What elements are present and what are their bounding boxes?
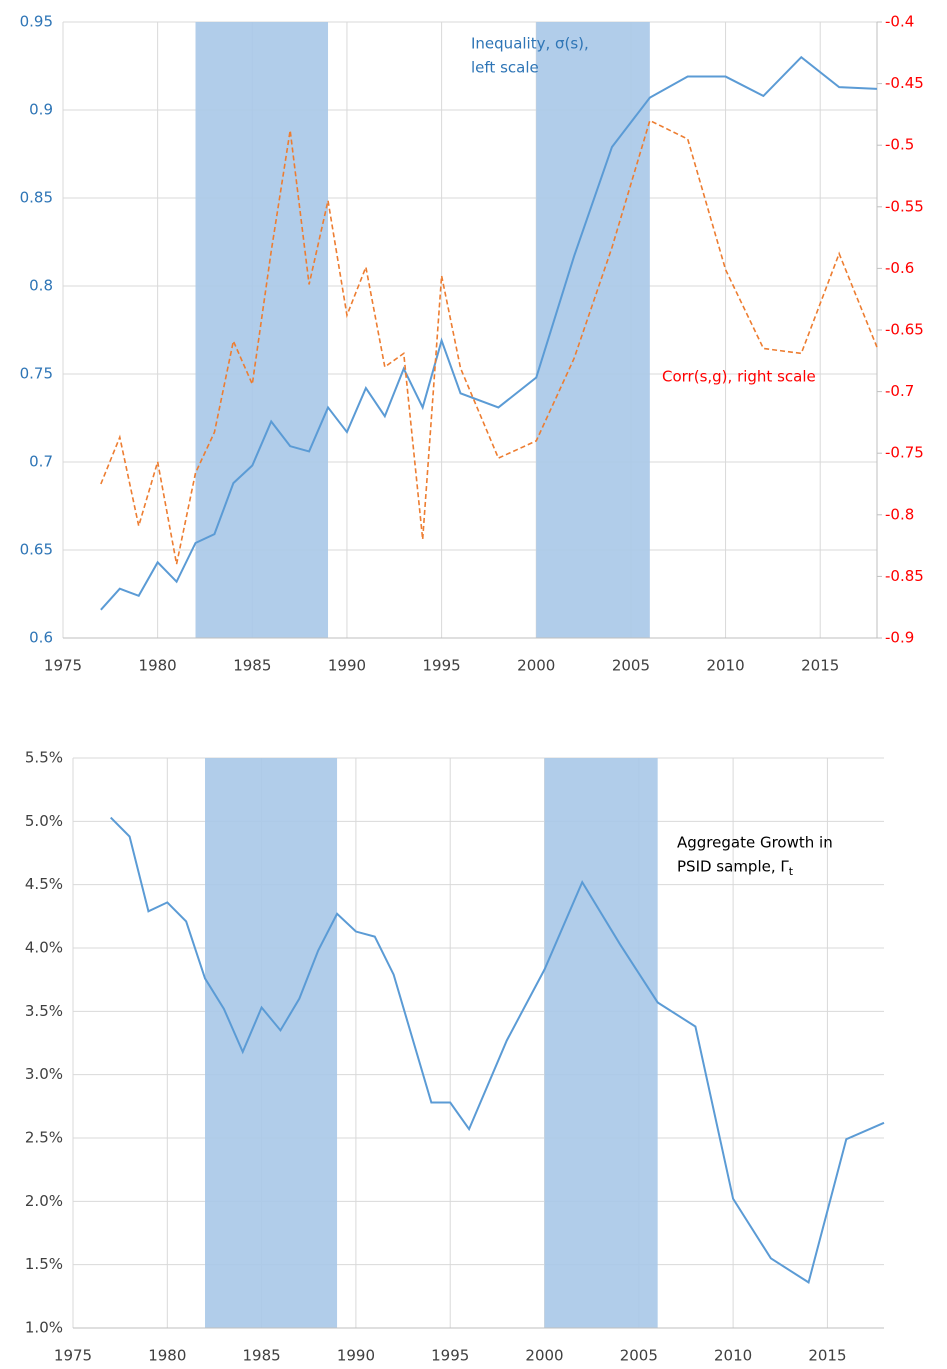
x-tick-label: 2010 [706,657,744,675]
x-tick-label: 2010 [714,1347,752,1365]
y-tick-label: 3.5% [25,1002,63,1020]
x-tick-label: 1990 [337,1347,375,1365]
recession-band [195,22,329,638]
x-tick-label: 2015 [801,657,839,675]
annotation: PSID sample, Γt [677,858,794,879]
y-tick-label: 0.6 [29,629,53,647]
y2-tick-label: -0.9 [885,629,914,647]
y-tick-label: 0.8 [29,277,53,295]
annotation: Corr(s,g), right scale [662,368,816,386]
y2-tick-label: -0.45 [885,74,924,92]
x-tick-label: 1985 [233,657,271,675]
y2-tick-label: -0.55 [885,197,924,215]
y-tick-label: 0.65 [20,541,53,559]
recession-band [536,22,650,638]
x-tick-label: 2005 [612,657,650,675]
series-line [100,55,878,611]
x-tick-label: 1980 [148,1347,186,1365]
x-tick-label: 2000 [525,1347,563,1365]
x-tick-label: 1995 [431,1347,469,1365]
x-tick-label: 2005 [620,1347,658,1365]
y-tick-label: 0.85 [20,189,53,207]
y2-tick-label: -0.6 [885,259,914,277]
y2-tick-label: -0.4 [885,13,914,31]
y-tick-label: 2.0% [25,1192,63,1210]
annotation: Aggregate Growth in [677,834,833,852]
y-tick-label: 3.0% [25,1065,63,1083]
y2-tick-label: -0.75 [885,444,924,462]
annotation: Inequality, σ(s), [471,35,589,53]
recession-band [205,758,338,1328]
y-tick-label: 0.75 [20,365,53,383]
y2-tick-label: -0.8 [885,505,914,523]
y-tick-label: 4.5% [25,875,63,893]
x-tick-label: 2000 [517,657,555,675]
recession-band [544,758,658,1328]
y2-tick-label: -0.5 [885,136,914,154]
x-tick-label: 1975 [54,1347,92,1365]
y-tick-label: 5.5% [25,749,63,767]
y2-tick-label: -0.7 [885,382,914,400]
x-tick-label: 2015 [808,1347,846,1365]
y-tick-label: 5.0% [25,812,63,830]
x-tick-label: 1985 [243,1347,281,1365]
y-tick-label: 0.7 [29,453,53,471]
x-tick-label: 1975 [44,657,82,675]
y-tick-label: 1.5% [25,1255,63,1273]
x-tick-label: 1980 [139,657,177,675]
x-tick-label: 1995 [423,657,461,675]
y-tick-label: 4.0% [25,939,63,957]
annotation-subscript: t [789,865,794,878]
y2-tick-label: -0.85 [885,567,924,585]
y-tick-label: 2.5% [25,1129,63,1147]
x-tick-label: 1990 [328,657,366,675]
annotation: left scale [471,59,539,77]
y-tick-label: 0.95 [20,13,53,31]
y2-tick-label: -0.65 [885,321,924,339]
series-line [110,816,885,1284]
y-tick-label: 1.0% [25,1319,63,1337]
y-tick-label: 0.9 [29,101,53,119]
